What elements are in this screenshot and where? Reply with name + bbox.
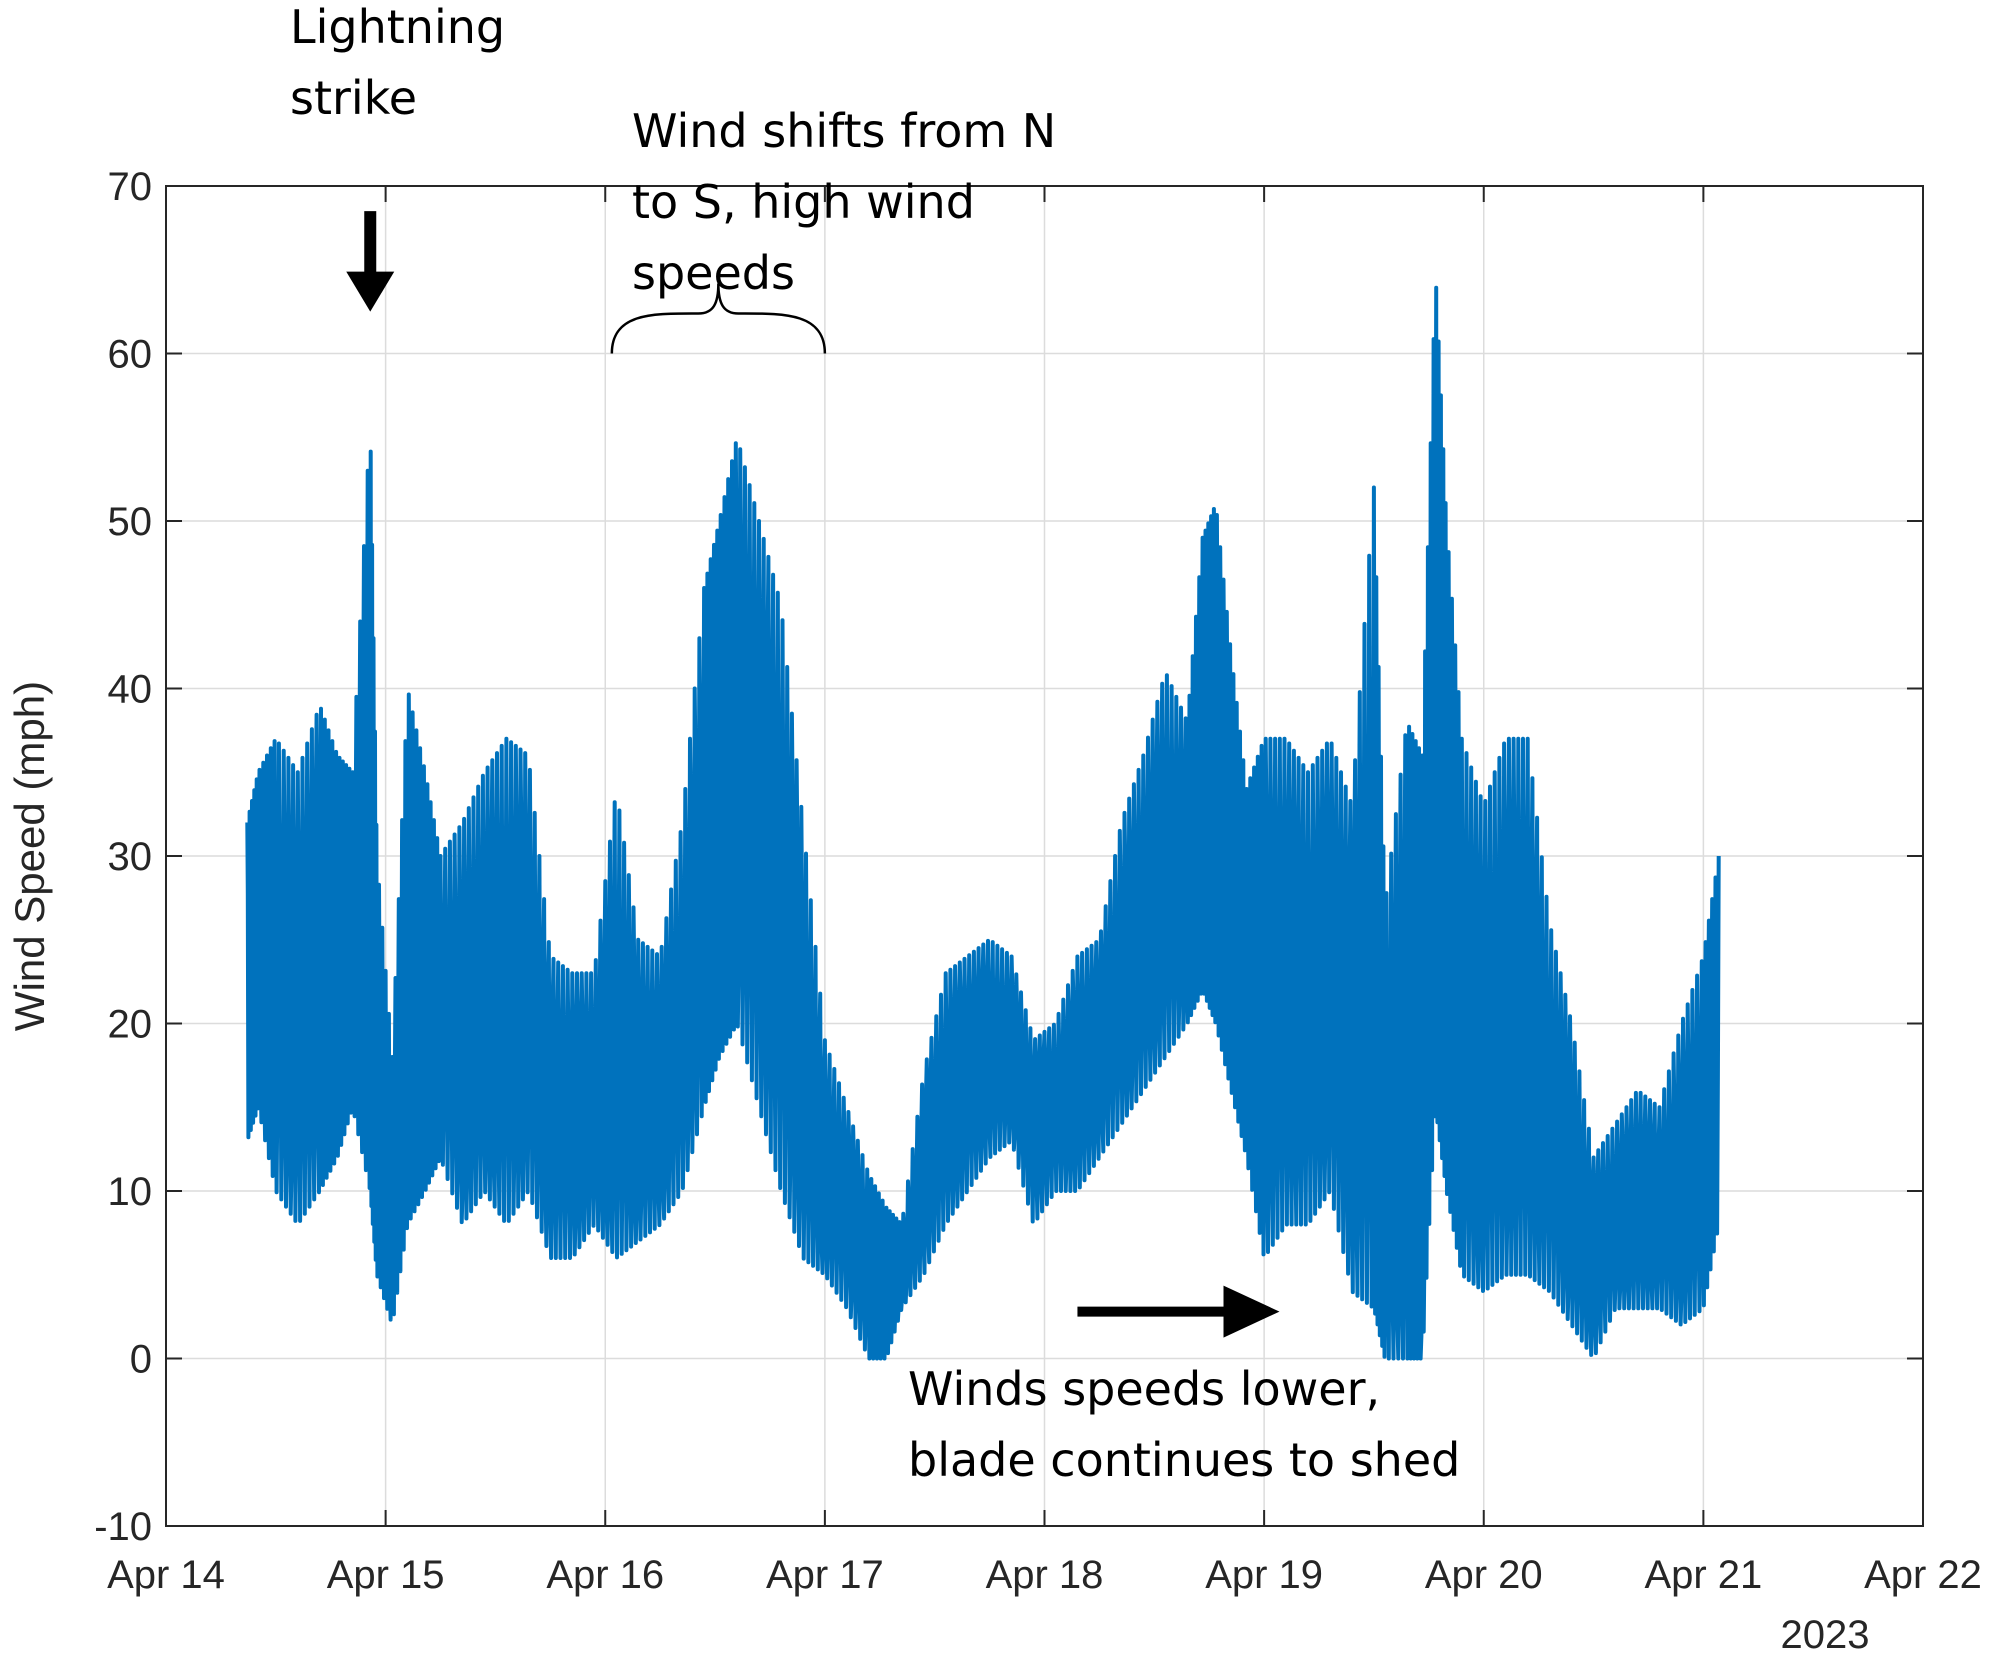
y-axis-ticks: -10 0 10 20 30 40 50 60 70 xyxy=(94,165,1923,1549)
annotation-wind-shift-line-3: speeds xyxy=(632,246,795,300)
x-tick-label: Apr 18 xyxy=(986,1553,1104,1597)
annotation-lower-winds: Winds speeds lower, blade continues to s… xyxy=(908,1285,1460,1487)
arrow-head xyxy=(1223,1285,1280,1338)
y-tick-label: 40 xyxy=(108,668,153,712)
curly-brace-icon xyxy=(610,283,827,354)
y-tick-label: 10 xyxy=(108,1170,153,1214)
y-tick-label: 0 xyxy=(130,1338,152,1382)
x-tick-label: Apr 17 xyxy=(766,1553,884,1597)
annotation-wind-shift-line-2: to S, high wind xyxy=(632,175,975,229)
x-tick-label: Apr 22 xyxy=(1864,1553,1982,1597)
x-tick-label: Apr 19 xyxy=(1205,1553,1323,1597)
annotation-lower-winds-line-2: blade continues to shed xyxy=(908,1433,1460,1487)
x-tick-label: Apr 16 xyxy=(546,1553,664,1597)
series-wind-speed xyxy=(245,285,1721,1361)
annotation-lightning-line-1: Lightning xyxy=(290,0,505,54)
annotation-lower-winds-line-1: Winds speeds lower, xyxy=(908,1362,1380,1416)
x-tick-label: Apr 14 xyxy=(107,1553,225,1597)
y-axis-label: Wind Speed (mph) xyxy=(6,681,53,1031)
down-arrow-icon xyxy=(346,211,395,312)
arrow-head xyxy=(346,271,395,312)
annotation-lightning: Lightning strike xyxy=(290,0,505,312)
annotation-wind-shift: Wind shifts from N to S, high wind speed… xyxy=(610,104,1056,354)
y-tick-label: 30 xyxy=(108,835,153,879)
y-tick-label: 70 xyxy=(108,165,153,209)
annotation-wind-shift-line-1: Wind shifts from N xyxy=(632,104,1056,158)
right-arrow-icon xyxy=(1077,1285,1280,1338)
x-tick-label: Apr 15 xyxy=(327,1553,445,1597)
series-line xyxy=(245,285,1721,1361)
y-tick-label: 60 xyxy=(108,333,153,377)
x-axis-year-label: 2023 xyxy=(1781,1613,1870,1657)
y-tick-label: -10 xyxy=(94,1505,152,1549)
x-axis-ticks: Apr 14 Apr 15 Apr 16 Apr 17 Apr 18 Apr 19 Apr … xyxy=(107,186,1982,1597)
y-tick-label: 50 xyxy=(108,500,153,544)
x-tick-label: Apr 20 xyxy=(1425,1553,1543,1597)
annotation-lightning-line-2: strike xyxy=(290,71,417,125)
x-tick-label: Apr 21 xyxy=(1644,1553,1762,1597)
y-tick-label: 20 xyxy=(108,1003,153,1047)
